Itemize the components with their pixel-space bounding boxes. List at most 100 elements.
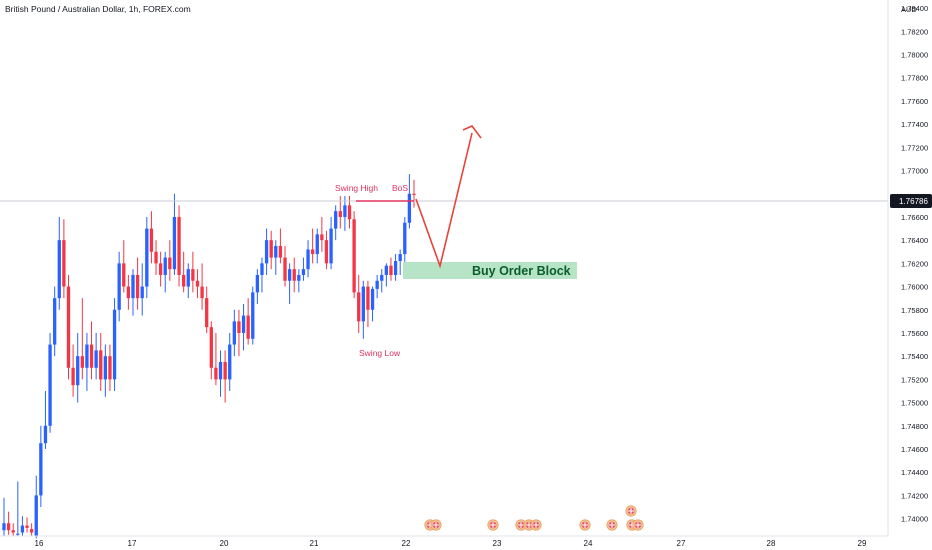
- candle-body: [292, 269, 296, 281]
- candle-body: [57, 240, 61, 299]
- candle-body: [338, 211, 342, 217]
- candle-body: [251, 292, 255, 339]
- candle-body: [361, 286, 365, 322]
- last-price-badge: [890, 194, 932, 208]
- y-tick-label: 1.74000: [901, 515, 928, 524]
- candle-body: [2, 523, 6, 531]
- candle-body: [11, 530, 15, 533]
- y-tick-label: 1.74600: [901, 445, 928, 454]
- swing-high-label: Swing High: [335, 183, 378, 193]
- candle-body: [334, 211, 338, 229]
- candle-body: [241, 315, 246, 333]
- candle-body: [117, 263, 121, 310]
- x-tick-label: 29: [858, 539, 867, 548]
- flag-icon[interactable]: [515, 519, 527, 531]
- bos-label: BoS: [392, 183, 408, 193]
- candle-body: [246, 315, 250, 339]
- candle-body: [16, 533, 20, 535]
- flag-icon[interactable]: [625, 505, 637, 517]
- y-tick-label: 1.75400: [901, 352, 928, 361]
- candle-body: [315, 234, 319, 255]
- candle-body: [260, 263, 264, 275]
- x-tick-label: 28: [767, 539, 776, 548]
- candle-body: [158, 263, 163, 275]
- candle-body: [177, 216, 181, 275]
- last-price-value: 1.76786: [899, 197, 928, 206]
- flag-icon[interactable]: [430, 519, 442, 531]
- candle-body: [306, 249, 310, 270]
- flag-icon[interactable]: [530, 519, 542, 531]
- candle-body: [163, 257, 167, 275]
- candle-body: [310, 249, 315, 255]
- projection-path: [415, 132, 473, 269]
- candle-body: [218, 361, 223, 380]
- flag-icon[interactable]: [487, 519, 499, 531]
- candle-body: [274, 245, 278, 258]
- y-tick-label: 1.76400: [901, 236, 928, 245]
- y-tick-label: 1.77600: [901, 97, 928, 106]
- y-tick-label: 1.76200: [901, 259, 928, 268]
- x-tick-label: 23: [493, 539, 502, 548]
- events-row: [424, 505, 644, 531]
- x-tick-label: 24: [584, 539, 593, 548]
- candle-body: [269, 240, 273, 258]
- candle-body: [53, 298, 57, 345]
- y-tick-label: 1.78200: [901, 27, 928, 36]
- candle-body: [255, 274, 260, 293]
- candle-body: [320, 234, 324, 241]
- candle-body: [384, 265, 389, 275]
- candle-body: [103, 356, 108, 380]
- candle-body: [80, 356, 84, 368]
- y-tick-label: 1.78000: [901, 51, 928, 60]
- order-block-zone[interactable]: [403, 262, 577, 279]
- candle-body: [403, 222, 407, 255]
- candle-body: [145, 228, 149, 287]
- candle-body: [407, 193, 412, 223]
- candle-body: [297, 274, 301, 281]
- candle-body: [228, 344, 232, 380]
- candle-body: [347, 205, 352, 220]
- y-tick-label: 1.75600: [901, 329, 928, 338]
- candle-body: [182, 274, 186, 287]
- candle-body: [140, 286, 144, 299]
- candle-body: [112, 309, 117, 380]
- candle-body: [62, 240, 66, 287]
- candle-body: [375, 280, 379, 289]
- candle-body: [237, 321, 241, 333]
- flag-icon[interactable]: [606, 519, 618, 531]
- candle-body: [324, 240, 329, 264]
- y-tick-label: 1.76600: [901, 213, 928, 222]
- flag-icon[interactable]: [579, 519, 591, 531]
- y-tick-label: 1.77000: [901, 167, 928, 176]
- currency-label: AUD: [901, 5, 917, 14]
- candle-body: [301, 269, 306, 275]
- candle-body: [85, 344, 89, 368]
- candle-body: [232, 321, 236, 345]
- candle-body: [223, 361, 227, 380]
- y-tick-label: 1.76000: [901, 283, 928, 292]
- flag-icon[interactable]: [632, 519, 644, 531]
- candle-body: [122, 263, 126, 287]
- candle-body: [191, 269, 195, 281]
- candle-body: [389, 265, 393, 275]
- x-tick-label: 17: [128, 539, 137, 548]
- y-tick-label: 1.77200: [901, 143, 928, 152]
- candle-body: [29, 529, 34, 533]
- candle-body: [209, 327, 213, 368]
- y-tick-label: 1.77800: [901, 74, 928, 83]
- candle-body: [135, 274, 140, 299]
- candle-body: [398, 254, 402, 262]
- candle-body: [370, 288, 375, 310]
- time-axis[interactable]: 16 17 20 21 22 23 24 27 28 29: [35, 539, 867, 548]
- y-tick-label: 1.74800: [901, 422, 928, 431]
- x-tick-label: 27: [677, 539, 686, 548]
- candle-body: [264, 240, 269, 264]
- candle-body: [393, 261, 398, 275]
- candle-body: [195, 280, 200, 287]
- candle-body: [20, 525, 25, 533]
- price-axis[interactable]: AUD 1.74000 1.74200 1.74400 1.74600 1.74800 1…: [887, 0, 928, 536]
- y-tick-label: 1.75800: [901, 306, 928, 315]
- candle-body: [25, 525, 29, 528]
